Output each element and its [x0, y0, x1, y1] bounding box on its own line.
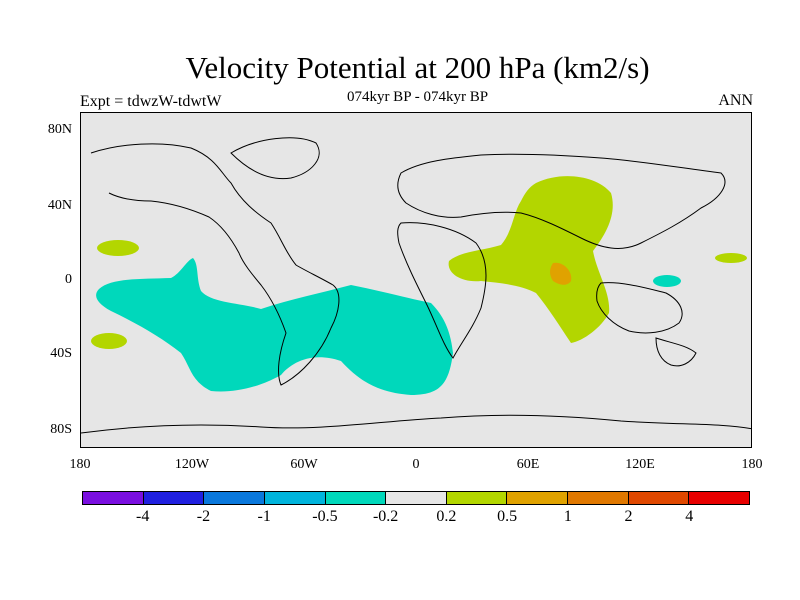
lon-label-180w: 180 [69, 457, 91, 472]
lat-label-80s: 80S [50, 422, 72, 437]
colorbar-swatch-10 [689, 492, 750, 504]
colorbar-label: 2 [624, 508, 633, 525]
lat-label-80n: 80N [47, 122, 72, 137]
colorbar-swatch-3 [264, 492, 326, 504]
season-label: ANN [718, 92, 753, 109]
colorbar-label: 4 [685, 508, 694, 525]
colorbar-label: -0.2 [372, 508, 399, 525]
colorbar-swatch-7 [507, 492, 569, 504]
colorbar-swatch-8 [568, 492, 629, 504]
map-canvas [81, 137, 751, 434]
positive-anomaly-east-pacific [715, 253, 747, 263]
colorbar-label: 0.2 [436, 508, 457, 525]
positive-anomaly-region [448, 176, 613, 343]
lon-label-180e: 180 [741, 457, 763, 472]
experiment-label: Expt = tdwzW-tdwtW [80, 93, 222, 110]
colorbar-label: -1 [257, 508, 271, 525]
negative-anomaly-region [96, 258, 453, 395]
positive-anomaly-west-pacific [97, 240, 139, 256]
map-title: Velocity Potential at 200 hPa (km2/s) [185, 50, 650, 85]
colorbar-swatch-2 [204, 492, 265, 504]
lat-label-40n: 40N [47, 198, 72, 213]
negative-anomaly-indonesia [653, 275, 681, 287]
negative-anomaly-small [91, 333, 127, 349]
lat-label-40s: 40S [50, 346, 72, 361]
colorbar-swatch-1 [143, 492, 205, 504]
lon-label-120w: 120W [174, 457, 210, 472]
map-subtitle: 074kyr BP - 074kyr BP [346, 89, 489, 105]
colorbar-label: -2 [196, 508, 211, 525]
colorbar-swatch-5 [386, 492, 447, 504]
coastlines [81, 137, 751, 434]
colorbar-swatch-6 [446, 492, 508, 504]
lon-label-0: 0 [412, 457, 420, 472]
colorbar-label: 1 [563, 508, 572, 525]
lat-label-0: 0 [65, 272, 72, 287]
colorbar-label: -4 [136, 508, 150, 525]
colorbar [82, 491, 750, 505]
lon-label-120e: 120E [625, 457, 655, 472]
lon-label-60e: 60E [516, 457, 540, 472]
colorbar-swatch-0 [83, 492, 144, 504]
colorbar-label: -0.5 [312, 508, 338, 525]
strong-positive-anomaly [550, 262, 572, 285]
lon-label-60w: 60W [290, 457, 318, 472]
map-panel [80, 112, 752, 448]
colorbar-swatch-9 [628, 492, 690, 504]
colorbar-label: 0.5 [497, 508, 518, 525]
colorbar-swatch-4 [325, 492, 387, 504]
